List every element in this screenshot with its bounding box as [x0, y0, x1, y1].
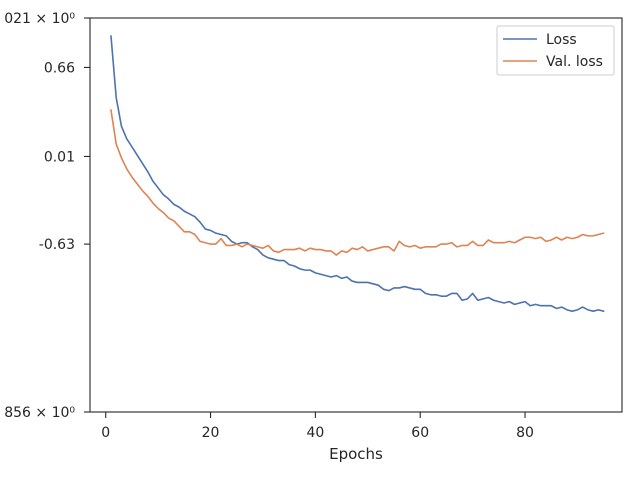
legend: Loss Val. loss	[496, 25, 615, 76]
x-tick-label: 60	[411, 425, 429, 441]
x-axis-label: Epochs	[329, 445, 383, 463]
y-tick-label: 021 × 10⁰	[4, 11, 75, 27]
x-tick-label: 0	[101, 425, 110, 441]
y-tick-label: 0.01	[44, 149, 75, 165]
y-tick-label: 0.66	[44, 60, 75, 76]
x-tick-label: 40	[306, 425, 324, 441]
series-line-val-loss	[110, 109, 605, 256]
y-tick-label: -0.63	[39, 237, 75, 253]
y-tick-label: 856 × 10⁰	[4, 405, 75, 421]
plot-frame	[89, 17, 623, 413]
legend-label-loss: Loss	[546, 32, 577, 48]
x-axis: 0 20 40 60 80	[101, 412, 534, 441]
x-tick-label: 80	[516, 425, 534, 441]
x-tick-label: 20	[202, 425, 220, 441]
plot-lines	[110, 35, 605, 313]
legend-label-val-loss: Val. loss	[546, 54, 603, 70]
series-line-loss	[110, 35, 605, 313]
y-axis: 856 × 10⁰ -0.63 0.01 0.66 021 × 10⁰	[4, 11, 90, 421]
